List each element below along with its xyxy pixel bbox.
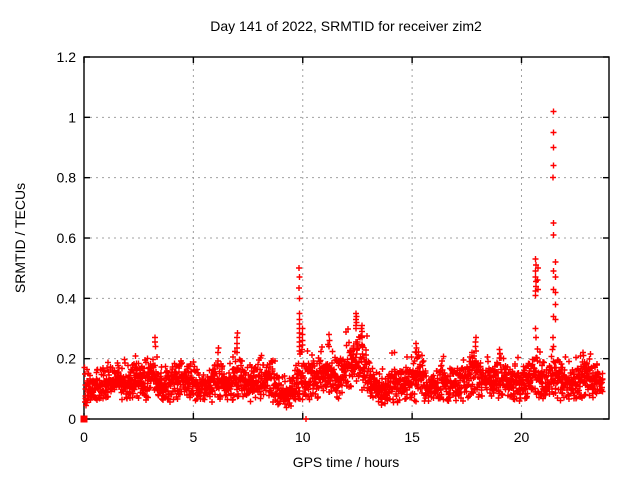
x-tick-label: 15 <box>404 429 420 445</box>
y-tick-label: 0.8 <box>57 170 77 186</box>
x-tick-labels: 0 5 10 15 20 <box>80 429 529 445</box>
y-tick-label: 0 <box>68 411 76 427</box>
origin-point-marker <box>80 415 88 423</box>
x-tick-label: 0 <box>80 429 88 445</box>
y-tick-labels: 0 0.2 0.4 0.6 0.8 1 1.2 <box>57 49 77 427</box>
y-tick-label: 0.2 <box>57 351 77 367</box>
y-tick-label: 1 <box>68 109 76 125</box>
y-tick-label: 0.6 <box>57 230 77 246</box>
x-axis-label: GPS time / hours <box>293 454 400 470</box>
x-tick-label: 20 <box>514 429 530 445</box>
x-tick-label: 5 <box>189 429 197 445</box>
y-tick-label: 1.2 <box>57 49 77 65</box>
axis-ticks <box>83 56 609 420</box>
scatter-points <box>81 108 606 422</box>
y-tick-label: 0.4 <box>57 290 77 306</box>
x-tick-label: 10 <box>295 429 311 445</box>
chart-title: Day 141 of 2022, SRMTID for receiver zim… <box>210 18 482 34</box>
y-axis-label: SRMTID / TECUs <box>12 183 28 293</box>
grid-lines <box>84 57 609 419</box>
